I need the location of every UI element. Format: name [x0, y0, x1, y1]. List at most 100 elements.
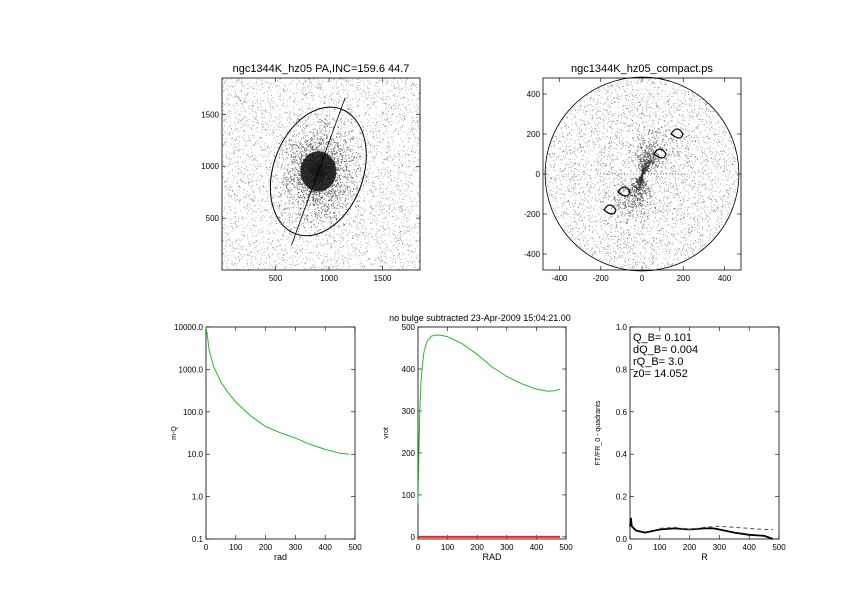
- pixel: [362, 170, 364, 172]
- pixel: [323, 259, 324, 261]
- pixel: [335, 240, 336, 241]
- pixel: [229, 117, 231, 119]
- pixel: [326, 231, 328, 233]
- pixel: [378, 92, 379, 94]
- pixel: [386, 262, 388, 264]
- pixel: [252, 159, 253, 161]
- pixel: [401, 140, 403, 141]
- pixel: [418, 99, 420, 100]
- pixel: [277, 230, 279, 232]
- pixel: [376, 220, 378, 222]
- pixel: [381, 153, 383, 155]
- pixel: [366, 247, 368, 249]
- pixel: [268, 180, 269, 181]
- pixel: [282, 124, 283, 126]
- pixel: [292, 233, 294, 235]
- pixel: [281, 181, 283, 183]
- pixel: [406, 78, 407, 80]
- pixel: [407, 226, 409, 228]
- pixel: [306, 240, 307, 242]
- pixel: [355, 248, 357, 249]
- pixel: [372, 144, 374, 146]
- pixel: [270, 184, 272, 186]
- pixel: [376, 124, 378, 126]
- pixel: [293, 161, 295, 163]
- pixel: [326, 217, 328, 219]
- pixel: [325, 242, 327, 244]
- pixel: [264, 116, 265, 118]
- pixel: [296, 187, 298, 189]
- pixel: [375, 188, 377, 190]
- pixel: [314, 86, 316, 88]
- pixel: [411, 229, 412, 230]
- pixel: [338, 227, 340, 229]
- pixel: [335, 217, 336, 219]
- pixel: [231, 199, 233, 201]
- pixel: [315, 110, 316, 112]
- pixel: [293, 93, 295, 95]
- pixel: [239, 114, 241, 115]
- pixel: [356, 170, 357, 172]
- pixel: [414, 166, 416, 168]
- pixel: [376, 148, 377, 150]
- pixel: [386, 131, 387, 132]
- pixel: [406, 249, 408, 251]
- pixel: [233, 216, 235, 218]
- pixel: [363, 102, 365, 104]
- pixel: [329, 186, 330, 188]
- pixel: [328, 235, 330, 236]
- pixel: [319, 244, 321, 246]
- pixel: [342, 140, 344, 142]
- pixel: [343, 263, 345, 265]
- pixel: [354, 84, 356, 86]
- pixel: [409, 240, 410, 242]
- pixel: [321, 206, 323, 207]
- pixel: [381, 242, 383, 244]
- pixel: [402, 124, 403, 126]
- pixel: [303, 94, 305, 96]
- pixel: [256, 160, 258, 161]
- pixel: [394, 208, 396, 209]
- pixel: [277, 229, 278, 231]
- pixel: [243, 227, 245, 228]
- pixel: [406, 230, 408, 231]
- pixel: [290, 213, 291, 215]
- pixel: [374, 139, 375, 140]
- pixel: [319, 141, 321, 143]
- pixel: [369, 258, 371, 260]
- pixel: [225, 245, 227, 247]
- pixel: [317, 213, 319, 215]
- pixel: [315, 144, 317, 146]
- pixel: [223, 187, 225, 189]
- pixel: [412, 118, 414, 119]
- pixel: [295, 141, 297, 143]
- pixel: [330, 263, 332, 265]
- pixel: [282, 88, 284, 90]
- pixel: [372, 196, 374, 198]
- pixel: [385, 103, 387, 104]
- pixel: [302, 198, 303, 200]
- pixel: [235, 221, 237, 222]
- pixel: [337, 211, 339, 213]
- pixel: [313, 211, 315, 213]
- pixel: [300, 197, 302, 198]
- pixel: [299, 214, 301, 216]
- pixel: [362, 219, 364, 221]
- pixel: [282, 104, 284, 106]
- pixel: [404, 213, 405, 215]
- pixel: [270, 82, 272, 84]
- pixel: [380, 186, 382, 188]
- pixel: [253, 267, 255, 268]
- pixel: [272, 174, 274, 176]
- pixel: [238, 252, 240, 254]
- pixel: [277, 254, 279, 255]
- pixel: [411, 122, 413, 123]
- pixel: [232, 87, 234, 88]
- pixel: [352, 172, 353, 173]
- pixel: [239, 254, 241, 256]
- pixel: [400, 117, 402, 118]
- pixel: [260, 260, 261, 262]
- pixel: [278, 263, 280, 264]
- pixel: [416, 111, 418, 113]
- pixel: [302, 196, 304, 198]
